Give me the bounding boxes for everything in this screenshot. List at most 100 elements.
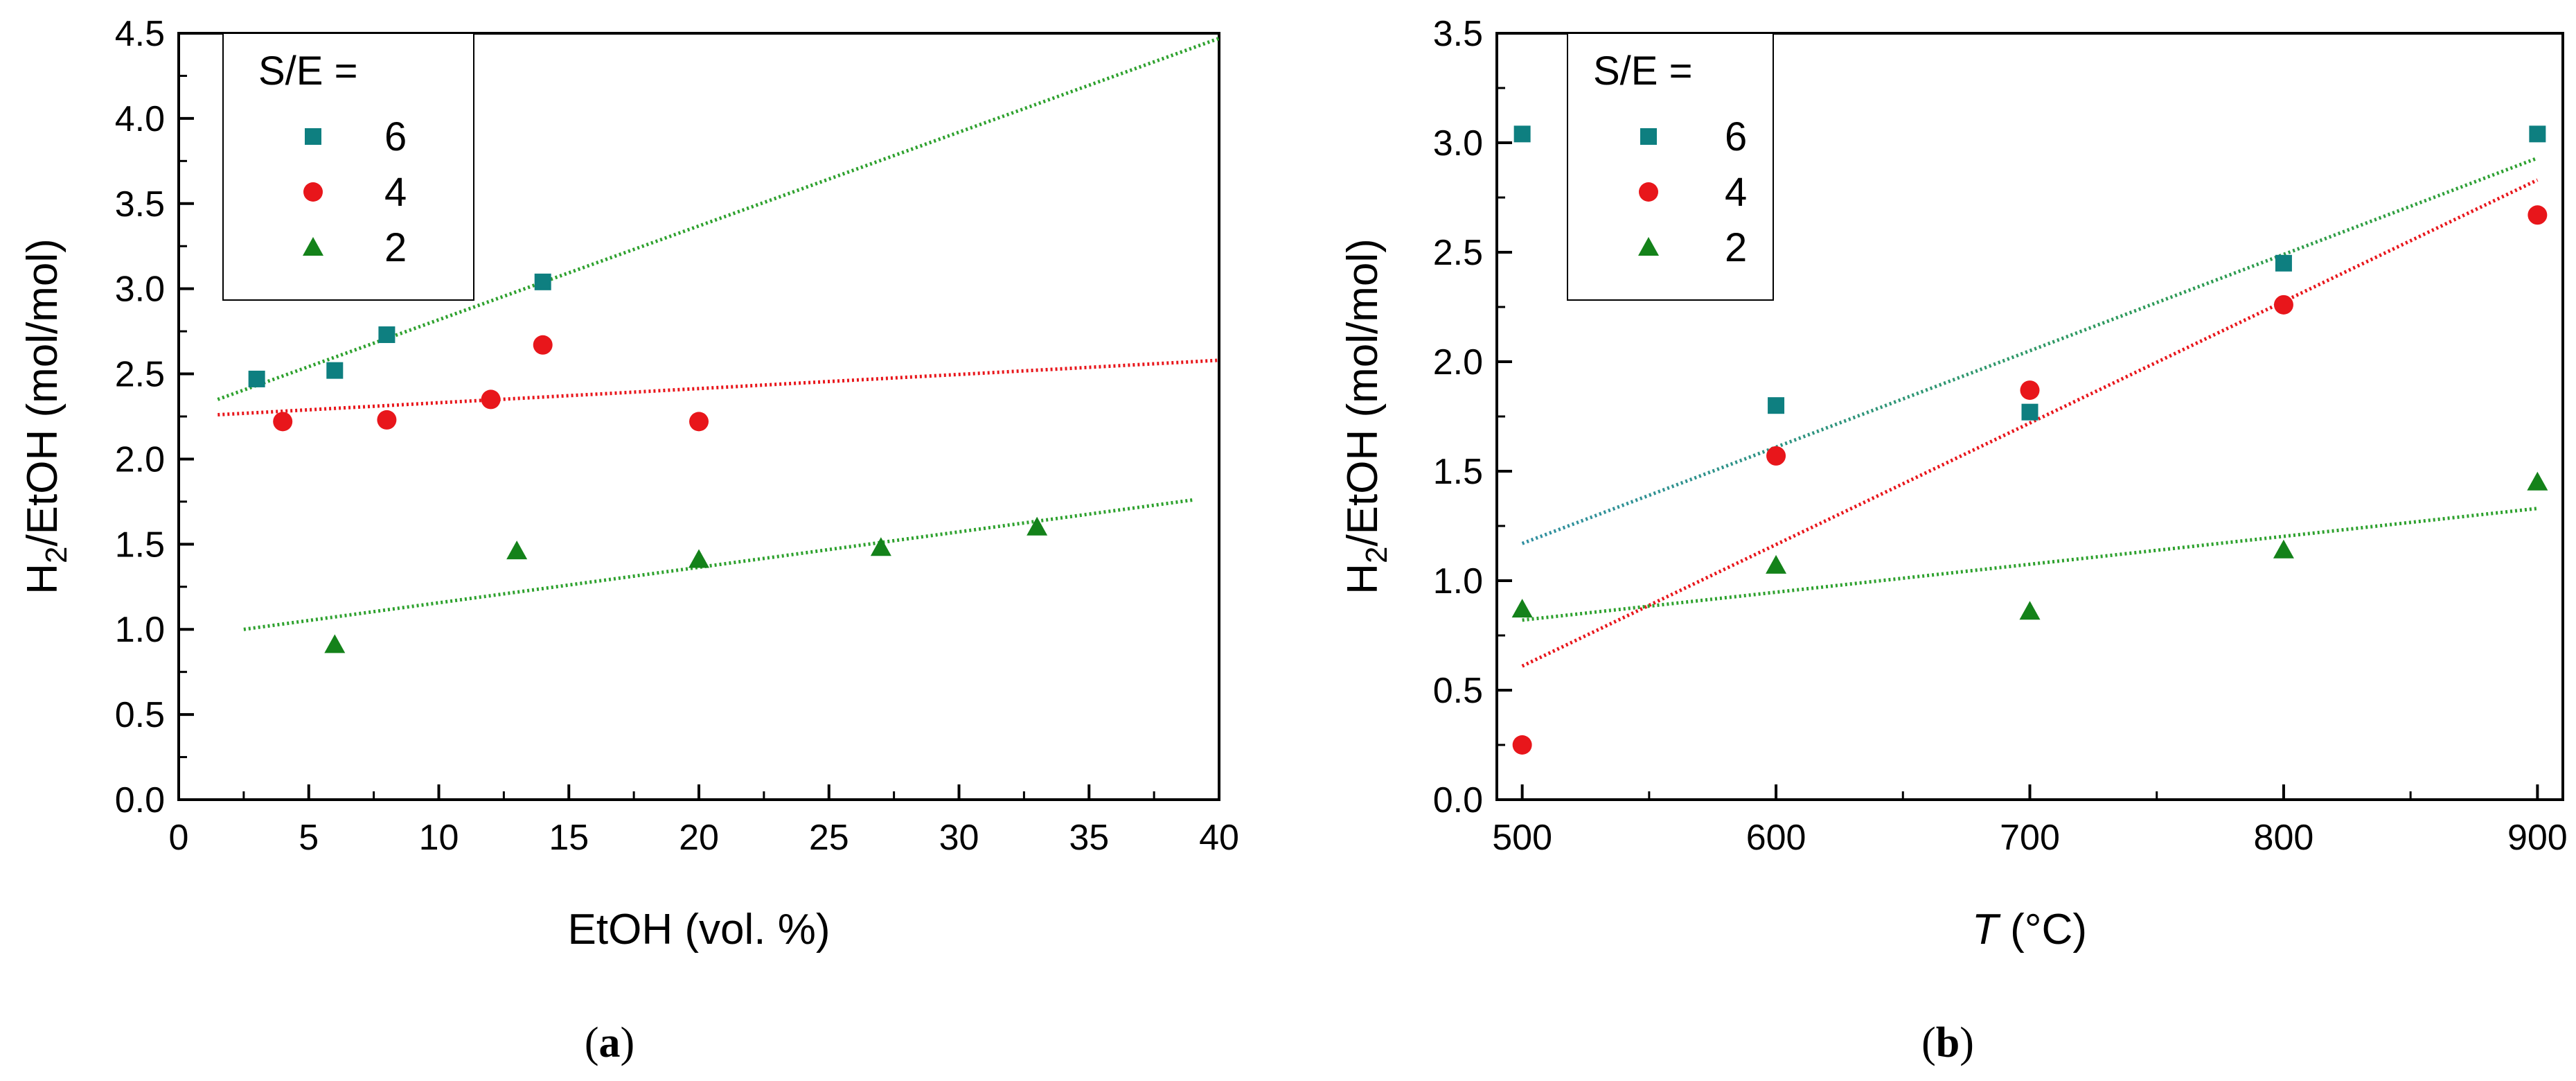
y-tick-labels-b: 0.0 0.5 1.0 1.5 2.0 2.5 3.0 3.5	[1433, 14, 1483, 820]
x-axis-title-a: EtOH (vol. %)	[568, 906, 830, 953]
legend-b: S/E = 6 4 2	[1567, 33, 1774, 301]
data-point-se-4	[1766, 446, 1786, 466]
x-tick-label: 500	[1492, 818, 1552, 858]
data-point-se-2	[2019, 601, 2041, 620]
x-tick-label: 800	[2254, 818, 2314, 858]
data-point-se-4	[533, 335, 553, 355]
legend-label-se-4: 4	[1725, 170, 1747, 215]
x-tick-label: 30	[939, 818, 979, 858]
legend-label-se-6: 6	[384, 114, 407, 159]
trendlines-b	[1521, 156, 2539, 668]
legend-label-se-4: 4	[384, 170, 407, 215]
caption-a: (a)	[585, 1019, 634, 1066]
legend-box-b	[1567, 33, 1774, 301]
legend-marker-se-2	[303, 237, 323, 256]
data-point-se-4	[2273, 295, 2293, 315]
y-tick-label: 1.0	[115, 610, 165, 650]
x-tick-labels-b: 500 600 700 800 900	[1492, 818, 2567, 858]
chart-panel-a: 0 5 10 15 20 25 30 35 40 0.0 0.5 1.0 1.5 2.0 2.5 3.0 3.…	[19, 14, 1239, 1066]
y-tick-labels-a: 0.0 0.5 1.0 1.5 2.0 2.5 3.0 3.5 4.0 4.5	[115, 14, 165, 820]
legend-box-a	[222, 33, 474, 301]
data-point-se-4	[273, 412, 293, 432]
data-point-se-2	[1511, 599, 1533, 618]
data-point-se-6	[1768, 397, 1785, 414]
data-point-se-6	[534, 273, 551, 290]
trendline-se-4	[1521, 178, 2539, 668]
y-tick-label: 2.5	[1433, 233, 1483, 273]
data-point-se-2	[1027, 516, 1048, 536]
legend-label-se-2: 2	[1725, 225, 1747, 270]
x-tick-label: 25	[809, 818, 849, 858]
y-tick-label: 1.5	[115, 525, 165, 565]
legend-label-se-6: 6	[1725, 114, 1747, 159]
data-points-a	[248, 273, 1048, 653]
y-tick-label: 4.0	[115, 99, 165, 139]
y-axis-title-a: H2/EtOH (mol/mol)	[19, 238, 73, 595]
axis-ticks-b	[1497, 32, 2539, 801]
data-point-se-4	[1512, 735, 1532, 755]
data-point-se-6	[378, 326, 396, 344]
y-tick-label: 3.5	[115, 184, 165, 225]
data-point-se-4	[2528, 205, 2548, 225]
y-tick-label: 0.0	[115, 780, 165, 820]
x-tick-label: 700	[2000, 818, 2060, 858]
trendlines-a	[217, 37, 1220, 631]
x-tick-label: 5	[299, 818, 319, 858]
x-tick-label: 35	[1069, 818, 1109, 858]
data-points-b	[1511, 125, 2548, 755]
data-point-se-6	[326, 362, 344, 379]
legend-title-b: S/E =	[1593, 49, 1692, 94]
data-point-se-2	[2527, 471, 2548, 491]
y-tick-label: 1.0	[1433, 561, 1483, 601]
legend-marker-se-6	[305, 128, 321, 145]
data-point-se-6	[2021, 403, 2038, 421]
legend-label-se-2: 2	[384, 225, 407, 270]
y-tick-label: 3.5	[1433, 14, 1483, 54]
x-tick-label: 600	[1746, 818, 1806, 858]
data-point-se-2	[689, 549, 709, 568]
axis-ticks-a	[177, 32, 1220, 801]
data-point-se-2	[2273, 539, 2294, 559]
data-point-se-2	[870, 537, 891, 556]
x-tick-label: 20	[679, 818, 719, 858]
x-tick-label: 15	[549, 818, 589, 858]
y-tick-label: 2.0	[1433, 342, 1483, 383]
x-tick-label: 900	[2507, 818, 2568, 858]
y-axis-title-b: H2/EtOH (mol/mol)	[1339, 238, 1394, 595]
x-tick-labels-a: 0 5 10 15 20 25 30 35 40	[169, 818, 1239, 858]
x-axis-title-b: T (°C)	[1972, 906, 2087, 953]
legend-marker-se-4	[1639, 182, 1658, 202]
data-point-se-6	[2529, 125, 2546, 143]
caption-b: (b)	[1921, 1019, 1974, 1066]
y-tick-label: 0.5	[1433, 671, 1483, 711]
x-tick-label: 0	[169, 818, 189, 858]
data-point-se-2	[506, 540, 528, 560]
y-tick-label: 3.0	[115, 270, 165, 310]
data-point-se-6	[248, 370, 265, 387]
data-point-se-2	[1766, 554, 1787, 574]
x-tick-label: 40	[1199, 818, 1239, 858]
y-tick-label: 0.5	[115, 695, 165, 735]
legend-marker-se-2	[1638, 237, 1659, 256]
legend-marker-se-4	[303, 182, 323, 202]
data-point-se-4	[481, 389, 501, 410]
trendline-se-2	[243, 498, 1193, 631]
data-point-se-4	[689, 412, 709, 432]
legend-title-a: S/E =	[258, 49, 357, 94]
data-point-se-4	[377, 410, 397, 430]
trendline-se-6	[1521, 156, 2539, 545]
data-point-se-6	[1513, 125, 1531, 143]
y-tick-label: 2.0	[115, 439, 165, 480]
y-tick-label: 2.5	[115, 355, 165, 395]
data-point-se-2	[324, 634, 346, 653]
y-tick-label: 1.5	[1433, 452, 1483, 492]
y-tick-label: 4.5	[115, 14, 165, 54]
legend-a: S/E = 6 4 2	[222, 33, 474, 301]
data-point-se-6	[2275, 254, 2292, 272]
legend-marker-se-6	[1640, 128, 1657, 145]
x-tick-label: 10	[419, 818, 459, 858]
chart-panel-b: 500 600 700 800 900 0.0 0.5 1.0 1.5 2.0 2.5 3.0 3.5…	[1339, 14, 2568, 1066]
y-tick-label: 0.0	[1433, 780, 1483, 820]
trendline-se-2	[1522, 507, 2538, 622]
